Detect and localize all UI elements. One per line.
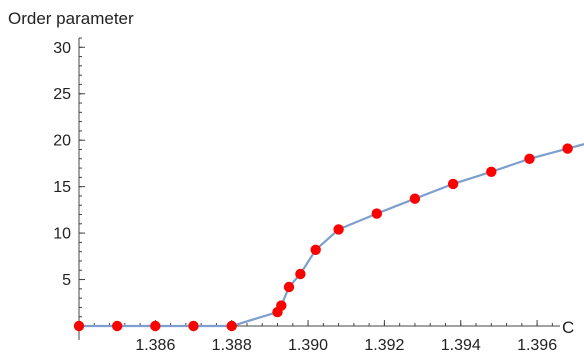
ticks-group [78, 37, 553, 327]
y-tick-label: 5 [62, 272, 71, 289]
series-line [79, 143, 584, 328]
y-tick-label: 15 [53, 179, 71, 196]
data-point [524, 153, 535, 164]
y-tick-label: 10 [53, 226, 71, 243]
data-point [333, 224, 344, 235]
data-point [276, 300, 287, 311]
y-tick-label: 25 [53, 86, 71, 103]
data-point [371, 208, 382, 219]
data-point [409, 193, 421, 204]
x-tick-label: 1.396 [517, 337, 557, 354]
y-tick-label: 20 [53, 133, 71, 150]
data-point [73, 320, 85, 332]
tick-labels-group: 1.386 1.388 1.390 1.392 1.394 1.396 5 10 15 20 25 3… [53, 40, 557, 354]
data-point [295, 268, 306, 280]
data-point [283, 281, 295, 293]
x-axis-title: C [562, 318, 574, 337]
data-point [226, 320, 237, 332]
x-tick-label: 1.394 [441, 337, 481, 354]
data-point [188, 320, 199, 332]
x-tick-label: 1.390 [288, 337, 328, 354]
x-tick-label: 1.392 [364, 337, 404, 354]
y-axis-title: Order parameter [8, 9, 134, 28]
data-point [447, 178, 459, 190]
x-tick-label: 1.386 [135, 337, 175, 354]
y-tick-label: 30 [53, 40, 71, 57]
data-point [486, 166, 497, 177]
x-tick-label: 1.388 [212, 337, 252, 354]
data-point [112, 320, 123, 332]
markers-group [73, 143, 573, 332]
data-point [150, 320, 161, 332]
data-point [310, 244, 321, 255]
data-point [562, 143, 573, 154]
